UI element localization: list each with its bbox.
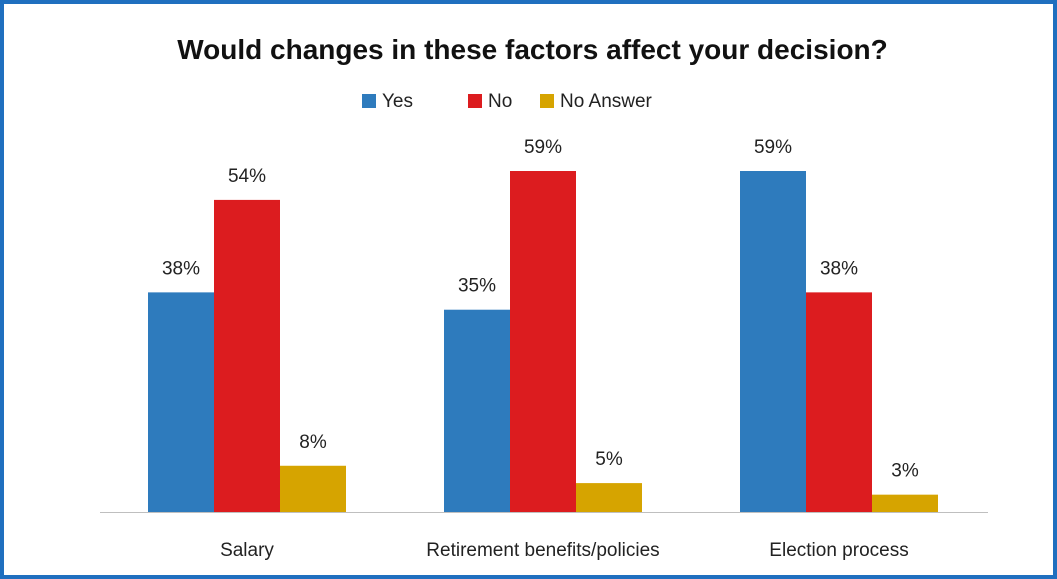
legend-label-no-answer: No Answer (560, 91, 653, 112)
category-label: Salary (220, 540, 274, 561)
bar-yes-3 (740, 171, 806, 512)
legend-swatch-no (468, 94, 482, 108)
legend-label-yes: Yes (382, 91, 413, 112)
data-label: 3% (891, 461, 919, 482)
data-label: 38% (162, 258, 200, 279)
bar-yes-2 (444, 309, 510, 512)
bar-yes-1 (148, 292, 214, 512)
bar-no-answer-2 (576, 483, 642, 512)
chart-title: Would changes in these factors affect yo… (177, 34, 888, 65)
bar-no-answer-1 (280, 465, 346, 512)
legend-swatch-no-answer (540, 94, 554, 108)
bar-no-2 (510, 171, 576, 512)
bar-no-answer-3 (872, 494, 938, 512)
data-label: 59% (524, 137, 562, 158)
legend-swatch-yes (362, 94, 376, 108)
data-label: 59% (754, 137, 792, 158)
data-label: 54% (228, 166, 266, 187)
category-label: Retirement benefits/policies (426, 540, 659, 561)
data-label: 35% (458, 276, 496, 297)
bar-no-3 (806, 292, 872, 512)
data-label: 8% (299, 432, 327, 453)
data-label: 38% (820, 258, 858, 279)
bar-no-1 (214, 199, 280, 512)
category-label: Election process (769, 540, 908, 561)
data-label: 5% (595, 449, 623, 470)
legend-label-no: No (488, 91, 512, 112)
